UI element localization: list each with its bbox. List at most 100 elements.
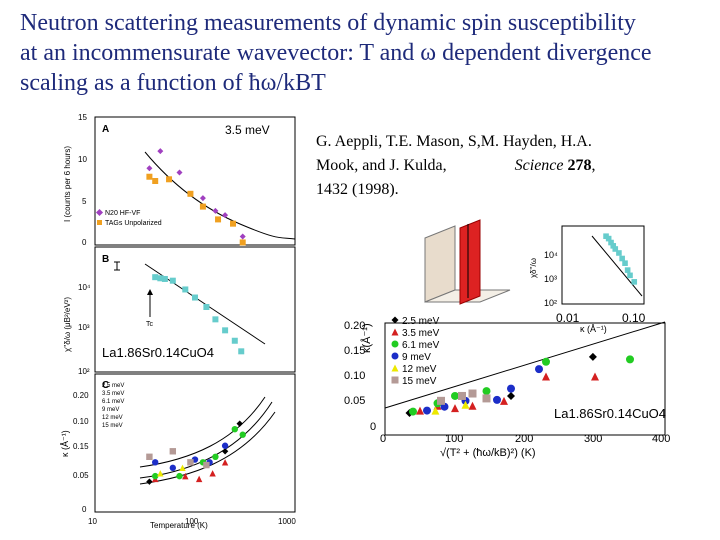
panel-a-point-purple: [212, 207, 219, 214]
panel-a-points: [146, 148, 246, 246]
citation-authors-1: G. Aeppli, T.E. Mason, S,M. Hayden, H.A.: [316, 133, 592, 150]
panel-c-xtick-10: 10: [88, 517, 97, 526]
panel-a-point-purple: [222, 212, 229, 219]
panel-c-ytick-020: 0.20: [73, 391, 89, 400]
main-legend-1: 2.5 meV: [402, 316, 440, 327]
panel-c-point-black: [236, 420, 243, 427]
panel-c-label: C: [102, 380, 109, 391]
main-ylabel: κ(Å⁻¹): [360, 323, 373, 353]
main-axes-frame: [384, 322, 666, 436]
panel-a-ytick-5: 5: [82, 197, 87, 206]
panel-c-ytick-015: 0.15: [73, 442, 89, 451]
main-point-green: [409, 407, 417, 416]
panel-c-ytick-005: 0.05: [73, 471, 89, 480]
panel-a-point-purple: [199, 195, 206, 202]
main-point-blue: [507, 384, 515, 393]
main-legend-marker-gray: [391, 376, 399, 384]
panel-c-point-red: [221, 459, 229, 466]
panel-c-ytick-0: 0: [82, 505, 87, 514]
panel-c-point-red: [195, 475, 203, 483]
main-xlabel: √(T² + (ħω/kB)²) (K): [440, 447, 536, 459]
panel-c-ylabel: κ (Å⁻¹): [60, 430, 70, 457]
panel-c-xlabel: Temperature (K): [150, 521, 208, 530]
panel-a-point-purple: [239, 233, 246, 240]
inset-ytick-1e3: 10³: [544, 274, 557, 284]
panel-c-point-black: [221, 448, 229, 455]
main-point-blue: [535, 365, 543, 374]
panel-a-point-orange: [239, 239, 246, 246]
inset-point-cyan: [612, 246, 619, 252]
panel-c-legend-5: 12 meV: [102, 415, 123, 421]
panel-c-point-red: [209, 470, 216, 477]
panel-b-point-cyan: [231, 337, 238, 344]
panel-c-point-green: [152, 472, 159, 480]
main-point-gray: [482, 394, 491, 403]
citation-pages: 1432 (1998).: [316, 181, 399, 198]
panel-a-point-purple: [146, 165, 153, 172]
main-xtick-200: 200: [515, 433, 533, 445]
panel-c-legend-6: 15 meV: [102, 423, 123, 429]
inset-points: [603, 233, 638, 285]
panel-c-legend-4: 9 meV: [102, 407, 119, 413]
inset-point-cyan: [627, 272, 633, 279]
panel-b-ytick-1e4: 10⁴: [78, 283, 91, 292]
panel-c-point-green: [176, 472, 183, 480]
figure-left-panels: A 3.5 meV 15 10 5 0 I (counts per 6 hour…: [60, 113, 296, 530]
panel-c-point-blue: [221, 442, 229, 449]
main-ytick-020: 0.20: [344, 320, 365, 332]
inset-xtick-001: 0.01: [556, 311, 580, 325]
main-fit-line: [384, 321, 666, 409]
panel-c-point-red: [182, 472, 189, 480]
main-point-gray: [468, 389, 477, 398]
main-point-yellow: [431, 406, 440, 415]
panel-b: B 10⁴ 10³ 10² χ''δ/ω (μB²/eV²) La1.86Sr0…: [63, 246, 296, 376]
inset-point-cyan: [622, 260, 628, 266]
panel-b-ytick-1e2: 10²: [78, 367, 90, 376]
title-line-2: at an incommensurate wavevector: T and ω…: [20, 40, 652, 66]
panel-c-point-blue: [152, 459, 159, 466]
panel-b-point-cyan: [182, 286, 189, 293]
main-point-red: [591, 372, 599, 381]
panel-a-ylabel: I (counts per 6 hours): [63, 146, 72, 222]
main-point-red: [500, 396, 508, 405]
panel-a-point-purple: [176, 169, 183, 176]
panel-b-point-cyan: [152, 274, 159, 281]
main-ytick-015: 0.15: [344, 345, 365, 357]
main-legend-2: 3.5 meV: [402, 328, 440, 339]
main-xtick-300: 300: [584, 433, 602, 445]
main-ytick-005: 0.05: [344, 395, 365, 407]
panel-a-point-orange: [187, 190, 194, 197]
main-legend-marker-yellow: [391, 364, 399, 372]
panel-c-point-gray: [169, 448, 177, 455]
main-point-gray: [437, 396, 445, 405]
panel-a-legend-2: TAGs Unpolarized: [105, 220, 162, 227]
panel-a-point-orange: [146, 173, 153, 180]
inset-ytick-1e4: 10⁴: [544, 250, 558, 260]
panel-a: A 3.5 meV 15 10 5 0 I (counts per 6 hour…: [63, 113, 296, 247]
main-point-green: [482, 387, 491, 396]
slide-title: Neutron scattering measurements of dynam…: [20, 8, 710, 98]
main-legend-5: 12 meV: [402, 364, 437, 375]
main-xtick-0: 0: [380, 433, 386, 445]
panel-a-annotation: 3.5 meV: [225, 123, 270, 137]
panel-c-point-green: [231, 426, 238, 433]
citation-authors-2: Mook, and J. Kulda,: [316, 157, 447, 174]
panel-a-legend-marker-orange: [97, 220, 102, 225]
main-legend-marker-black: [391, 316, 399, 324]
panel-c: C 0.20 0.10 0.15 0.05 0 κ (Å⁻¹) 10 100 1…: [60, 373, 296, 530]
panel-b-ytick-1e3: 10³: [78, 323, 90, 332]
panel-b-point-cyan: [212, 316, 219, 323]
panel-a-label: A: [102, 124, 109, 135]
main-point-green: [451, 391, 459, 400]
main-legend-3: 6.1 meV: [402, 340, 440, 351]
panel-c-point-gray: [203, 461, 210, 469]
panel-b-annotation: La1.86Sr0.14CuO4: [102, 345, 214, 360]
main-point-red: [542, 372, 550, 381]
panel-a-legend-marker-purple: [95, 208, 104, 217]
panel-b-ylabel: χ''δ/ω (μB²/eV²): [63, 297, 72, 352]
inset-point-cyan: [605, 235, 612, 242]
panel-a-legend: N20 HF-VF TAGs Unpolarized: [95, 208, 162, 227]
panel-c-xtick-1000: 1000: [278, 517, 296, 526]
panel-c-ytick-010: 0.10: [73, 417, 89, 426]
main-point-blue: [423, 406, 431, 415]
